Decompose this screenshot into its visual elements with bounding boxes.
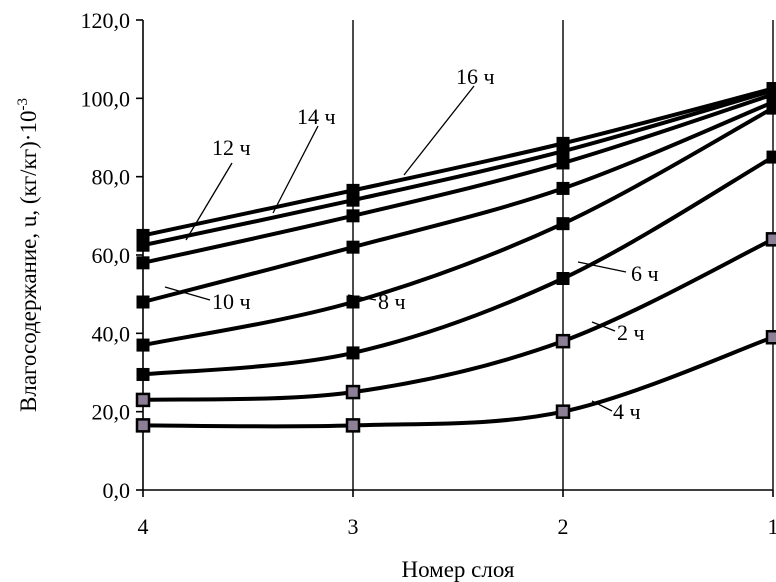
series-label-4-ч: 4 ч xyxy=(613,399,641,424)
series-line-10-ч xyxy=(142,100,774,304)
series-line-2-ч xyxy=(142,237,774,402)
leader-line-8-ч xyxy=(347,294,377,301)
data-point-6-ч xyxy=(136,367,150,381)
series-line-8-ч xyxy=(142,106,774,348)
series-label-6-ч: 6 ч xyxy=(631,261,659,286)
data-point-16-ч xyxy=(766,82,776,96)
leader-line-14-ч xyxy=(272,125,319,214)
labels: Номер слоя Влагосодержание, u, (кг/кг)·10… xyxy=(15,64,659,582)
y-tick-label: 0,0 xyxy=(103,478,131,503)
data-point-2-ч xyxy=(345,384,361,400)
y-axis-title: Влагосодержание, u, (кг/кг)·10-3 xyxy=(15,98,41,412)
series-label-16-ч: 16 ч xyxy=(456,64,495,89)
data-point-2-ч xyxy=(135,392,151,408)
series-label-8-ч: 8 ч xyxy=(378,289,406,314)
y-tick-label: 20,0 xyxy=(92,400,131,425)
data-point-16-ч xyxy=(346,183,360,197)
data-point-12-ч xyxy=(346,209,360,223)
series-line-12-ч xyxy=(142,92,774,265)
x-tick-label: 3 xyxy=(348,514,359,539)
data-point-4-ч xyxy=(135,418,151,433)
data-point-2-ч xyxy=(555,333,571,349)
data-point-12-ч xyxy=(136,256,150,270)
y-tick-label: 40,0 xyxy=(92,321,131,346)
data-point-2-ч xyxy=(765,232,776,247)
grid-lines xyxy=(352,20,774,490)
data-point-16-ч xyxy=(556,136,570,150)
series-line-16-ч xyxy=(142,86,774,238)
x-tick-label: 1 xyxy=(768,514,776,539)
series-label-14-ч: 14 ч xyxy=(297,104,336,129)
x-tick-label: 2 xyxy=(558,514,569,539)
data-point-10-ч xyxy=(556,181,570,195)
data-point-6-ч xyxy=(346,346,360,360)
data-point-6-ч xyxy=(766,150,776,164)
leader-line-12-ч xyxy=(185,162,233,241)
data-point-16-ч xyxy=(136,228,150,242)
series-lines xyxy=(142,86,775,429)
series-line-4-ч xyxy=(142,335,774,429)
leader-line-10-ч xyxy=(164,286,211,301)
y-tick-label: 60,0 xyxy=(92,243,131,268)
data-point-12-ч xyxy=(556,156,570,170)
data-point-8-ч xyxy=(556,217,570,231)
data-point-4-ч xyxy=(765,330,776,345)
leader-line-4-ч xyxy=(591,400,613,412)
series-label-2-ч: 2 ч xyxy=(617,320,645,345)
data-point-4-ч xyxy=(555,404,571,419)
data-point-4-ч xyxy=(345,418,361,433)
x-axis-title: Номер слоя xyxy=(401,557,514,582)
data-point-8-ч xyxy=(346,295,360,309)
data-point-6-ч xyxy=(556,272,570,285)
data-point-10-ч xyxy=(136,295,150,309)
y-tick-label: 100,0 xyxy=(81,86,131,111)
series-markers xyxy=(135,82,776,433)
axes: 0,0 20,0 40,0 60,0 80,0 100,0 120,0 4 3 2 1 xyxy=(81,8,776,539)
data-point-10-ч xyxy=(346,240,360,254)
y-tick-label: 80,0 xyxy=(92,165,131,190)
series-label-12-ч: 12 ч xyxy=(212,135,251,160)
data-point-8-ч xyxy=(136,338,150,352)
leader-line-2-ч xyxy=(591,321,616,332)
y-tick-label: 120,0 xyxy=(81,8,131,33)
series-label-10-ч: 10 ч xyxy=(212,289,251,314)
series-line-6-ч xyxy=(142,155,775,377)
leader-line-6-ч xyxy=(577,261,627,273)
series-line-14-ч xyxy=(142,88,774,248)
leader-line-16-ч xyxy=(403,85,475,176)
y-axis-title-exponent: -3 xyxy=(15,98,31,111)
x-tick-label: 4 xyxy=(138,514,149,539)
